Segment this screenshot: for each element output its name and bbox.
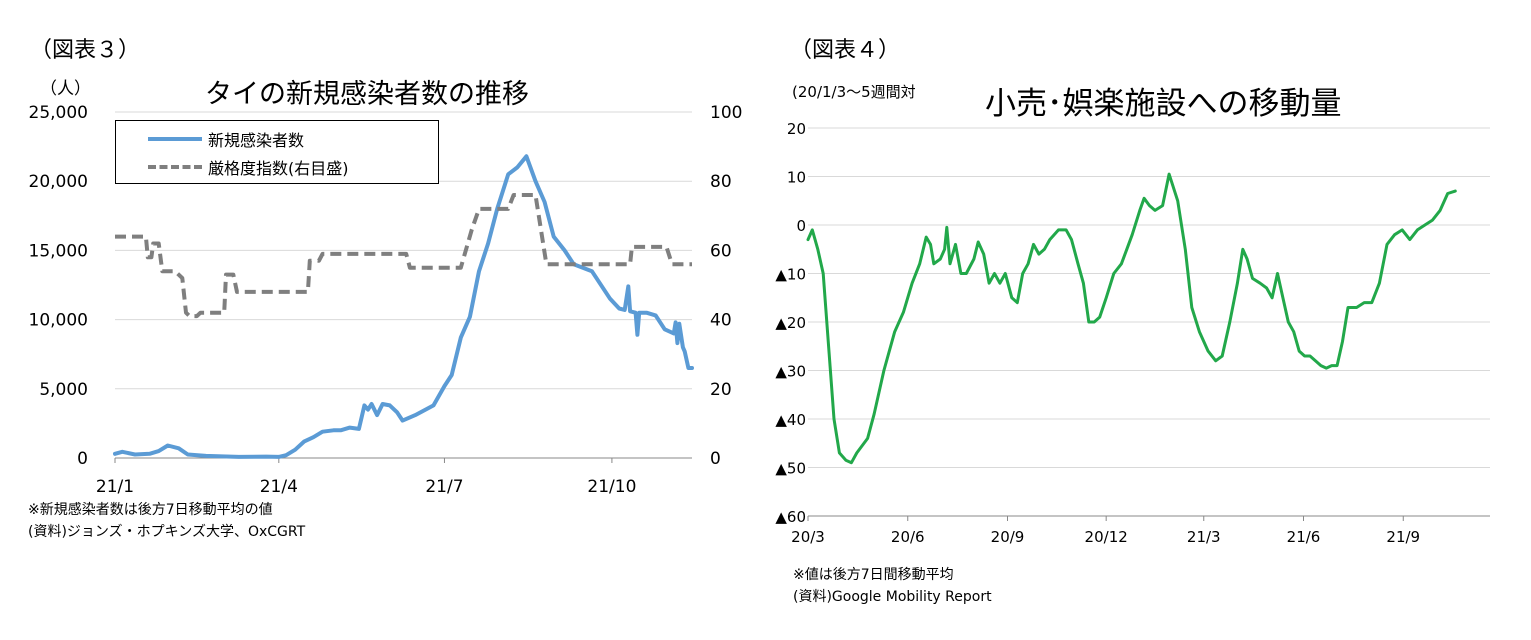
chart2-y-tick-label: ▲40 xyxy=(775,411,806,429)
chart1-y2-tick-label: 0 xyxy=(710,449,721,469)
chart2-y-tick-label: 0 xyxy=(796,217,806,235)
chart2-x-tick-label: 21/9 xyxy=(1386,528,1420,546)
chart1-x-tick-label: 21/7 xyxy=(425,477,463,497)
chart1-y-tick-label: 25,000 xyxy=(29,103,88,123)
chart1-y-tick-label: 10,000 xyxy=(29,311,88,331)
chart1-x-tick-label: 21/1 xyxy=(96,477,134,497)
chart1-y2-tick-label: 20 xyxy=(710,380,732,400)
legend-swatch-stringency xyxy=(148,165,202,169)
series-line-cases xyxy=(113,154,694,459)
chart1-note: ※新規感染者数は後方7日移動平均の値 xyxy=(28,502,273,518)
legend-item-cases: 新規感染者数 xyxy=(148,127,304,151)
chart1-x-tick-label: 21/4 xyxy=(260,477,298,497)
chart1-y2-tick-label: 60 xyxy=(710,241,732,261)
chart1-y2-tick-label: 80 xyxy=(710,172,732,192)
chart1-source: (資料)ジョンズ・ホプキンズ大学、OxCGRT xyxy=(28,524,306,540)
legend-item-stringency: 厳格度指数(右目盛) xyxy=(148,155,349,179)
figure-label-3: （図表３） xyxy=(30,38,141,63)
chart2-x-tick-label: 21/3 xyxy=(1187,528,1221,546)
legend-swatch-cases xyxy=(148,137,202,141)
chart2-x-tick-label: 20/9 xyxy=(991,528,1025,546)
chart1-y-unit: （人） xyxy=(40,79,91,99)
chart1-y2-tick-label: 100 xyxy=(710,103,742,123)
chart2-y-tick-label: ▲10 xyxy=(775,266,806,284)
chart1-y-tick-label: 20,000 xyxy=(29,172,88,192)
chart2-note: ※値は後方7日間移動平均 xyxy=(793,567,954,583)
chart2-y-tick-label: 10 xyxy=(787,169,806,187)
chart1-y2-tick-label: 40 xyxy=(710,311,732,331)
chart2-source: (資料)Google Mobility Report xyxy=(793,589,992,605)
chart2-x-tick-label: 20/12 xyxy=(1085,528,1128,546)
chart2-y-tick-label: 20 xyxy=(787,120,806,138)
chart2-x-tick-label: 20/3 xyxy=(791,528,825,546)
chart2-title: 小売･娯楽施設への移動量 xyxy=(985,86,1342,122)
chart2-y-unit: (20/1/3～5週間対 xyxy=(792,83,916,101)
chart1-title: タイの新規感染者数の推移 xyxy=(205,79,529,110)
series-line-mobility xyxy=(806,172,1457,465)
chart1-legend: 新規感染者数 厳格度指数(右目盛) xyxy=(115,120,439,184)
chart1-y-tick-label: 0 xyxy=(77,449,88,469)
chart1-y-tick-label: 5,000 xyxy=(39,380,88,400)
figure-label-4: （図表４） xyxy=(790,38,901,63)
legend-label-cases: 新規感染者数 xyxy=(208,131,305,150)
chart2-y-tick-label: ▲50 xyxy=(775,460,806,478)
legend-label-stringency: 厳格度指数(右目盛) xyxy=(208,159,349,178)
chart2-y-tick-label: ▲20 xyxy=(775,314,806,332)
chart1-y-tick-label: 15,000 xyxy=(29,241,88,261)
series-line-stringency xyxy=(115,193,692,319)
chart2-x-tick-label: 21/6 xyxy=(1287,528,1321,546)
chart2-x-tick-label: 20/6 xyxy=(891,528,925,546)
chart1-x-tick-label: 21/10 xyxy=(587,477,636,497)
chart2-y-tick-label: ▲60 xyxy=(775,508,806,526)
chart2-y-tick-label: ▲30 xyxy=(775,363,806,381)
